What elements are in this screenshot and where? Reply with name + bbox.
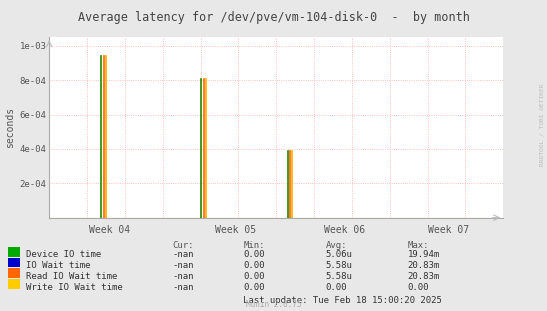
Text: 0.00: 0.00 <box>243 272 265 281</box>
Text: Average latency for /dev/pve/vm-104-disk-0  -  by month: Average latency for /dev/pve/vm-104-disk… <box>78 11 469 24</box>
Text: Min:: Min: <box>243 241 265 250</box>
Text: 5.58u: 5.58u <box>325 272 352 281</box>
Text: -nan: -nan <box>172 283 194 292</box>
Text: 5.06u: 5.06u <box>325 250 352 259</box>
Text: RRDTOOL / TOBI OETIKER: RRDTOOL / TOBI OETIKER <box>539 83 544 166</box>
Text: 0.00: 0.00 <box>408 283 429 292</box>
Text: Device IO time: Device IO time <box>26 250 102 259</box>
Text: Last update: Tue Feb 18 15:00:20 2025: Last update: Tue Feb 18 15:00:20 2025 <box>243 296 443 305</box>
Text: -nan: -nan <box>172 261 194 270</box>
Text: 0.00: 0.00 <box>243 250 265 259</box>
Text: Read IO Wait time: Read IO Wait time <box>26 272 118 281</box>
Text: 19.94m: 19.94m <box>408 250 440 259</box>
Text: 20.83m: 20.83m <box>408 261 440 270</box>
Text: -nan: -nan <box>172 250 194 259</box>
Y-axis label: seconds: seconds <box>5 107 15 148</box>
Text: -nan: -nan <box>172 272 194 281</box>
Text: 20.83m: 20.83m <box>408 272 440 281</box>
Text: 0.00: 0.00 <box>325 283 347 292</box>
Text: Week 07: Week 07 <box>428 225 469 235</box>
Text: 0.00: 0.00 <box>243 261 265 270</box>
Text: Munin 2.0.75: Munin 2.0.75 <box>246 299 301 309</box>
Text: Week 04: Week 04 <box>89 225 130 235</box>
Text: 5.58u: 5.58u <box>325 261 352 270</box>
Text: 0.00: 0.00 <box>243 283 265 292</box>
Text: Week 06: Week 06 <box>324 225 365 235</box>
Text: Max:: Max: <box>408 241 429 250</box>
Text: Week 05: Week 05 <box>214 225 256 235</box>
Text: Avg:: Avg: <box>325 241 347 250</box>
Text: Cur:: Cur: <box>172 241 194 250</box>
Text: IO Wait time: IO Wait time <box>26 261 91 270</box>
Text: Write IO Wait time: Write IO Wait time <box>26 283 123 292</box>
